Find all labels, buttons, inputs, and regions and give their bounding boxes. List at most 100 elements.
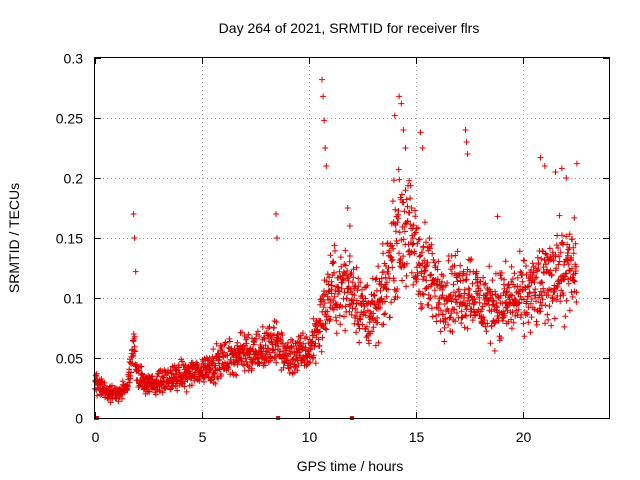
data-point bbox=[415, 224, 421, 231]
data-point bbox=[334, 304, 341, 311]
data-point bbox=[395, 208, 402, 214]
data-point bbox=[184, 376, 191, 383]
data-point bbox=[461, 324, 468, 331]
data-point bbox=[413, 225, 420, 232]
data-point bbox=[288, 336, 295, 343]
data-point bbox=[404, 203, 411, 210]
data-point bbox=[476, 299, 483, 306]
data-point bbox=[566, 267, 573, 274]
data-point bbox=[373, 275, 380, 282]
data-point bbox=[124, 383, 131, 390]
data-point bbox=[262, 362, 269, 369]
data-point bbox=[431, 287, 438, 294]
data-point bbox=[544, 311, 551, 318]
data-point bbox=[565, 261, 572, 268]
data-point bbox=[441, 324, 448, 331]
data-point bbox=[539, 279, 546, 286]
data-point bbox=[306, 353, 313, 360]
data-point bbox=[312, 360, 319, 367]
data-point bbox=[342, 247, 349, 254]
data-point bbox=[479, 306, 485, 313]
data-point bbox=[472, 311, 479, 318]
data-point bbox=[159, 389, 166, 396]
data-point bbox=[419, 290, 426, 297]
data-point bbox=[146, 388, 153, 395]
data-point bbox=[553, 242, 560, 249]
data-point bbox=[381, 298, 388, 305]
data-point bbox=[342, 327, 349, 334]
data-point bbox=[564, 241, 571, 248]
data-point bbox=[455, 286, 462, 293]
data-point bbox=[396, 229, 403, 236]
data-point bbox=[488, 323, 495, 330]
data-point bbox=[432, 263, 439, 269]
data-point bbox=[414, 272, 421, 279]
data-point bbox=[156, 387, 163, 394]
data-point bbox=[222, 339, 229, 346]
data-point bbox=[423, 277, 430, 284]
data-point bbox=[424, 259, 431, 266]
data-point bbox=[517, 268, 524, 275]
data-point bbox=[448, 310, 455, 317]
data-point bbox=[408, 205, 415, 211]
data-point bbox=[542, 250, 549, 257]
data-point bbox=[452, 252, 459, 259]
data-point bbox=[395, 215, 402, 222]
data-point bbox=[545, 292, 552, 299]
data-point bbox=[427, 272, 434, 279]
data-point bbox=[218, 343, 225, 350]
data-point bbox=[355, 275, 362, 282]
data-point bbox=[419, 304, 426, 311]
data-point bbox=[324, 271, 331, 278]
data-point bbox=[327, 316, 334, 323]
data-point bbox=[520, 296, 527, 303]
data-point bbox=[265, 345, 272, 352]
data-point bbox=[375, 339, 382, 346]
data-point-peak bbox=[132, 268, 139, 275]
data-point bbox=[375, 263, 382, 270]
data-point bbox=[508, 325, 515, 332]
data-point-peak bbox=[552, 169, 559, 175]
data-point bbox=[347, 271, 354, 278]
data-point bbox=[356, 325, 363, 332]
data-point bbox=[408, 269, 415, 276]
data-point bbox=[509, 292, 516, 299]
data-point bbox=[481, 281, 488, 288]
data-point bbox=[480, 274, 487, 281]
data-point bbox=[431, 259, 438, 266]
data-point bbox=[408, 249, 415, 256]
data-point bbox=[225, 344, 232, 351]
data-point bbox=[403, 283, 409, 290]
data-point bbox=[503, 289, 510, 296]
data-point bbox=[362, 312, 369, 319]
data-point bbox=[243, 340, 250, 347]
data-point bbox=[527, 329, 534, 336]
data-point bbox=[316, 328, 323, 335]
data-point bbox=[302, 344, 309, 351]
data-point bbox=[353, 264, 360, 271]
data-point bbox=[331, 293, 338, 300]
data-point bbox=[183, 388, 190, 395]
data-point bbox=[433, 318, 440, 325]
data-point bbox=[380, 285, 387, 291]
data-point bbox=[453, 310, 460, 316]
data-point bbox=[561, 323, 568, 330]
data-point-peak bbox=[398, 100, 405, 107]
data-point bbox=[350, 300, 356, 307]
data-point bbox=[444, 280, 451, 286]
data-point bbox=[473, 268, 480, 275]
data-point bbox=[529, 260, 536, 267]
data-point bbox=[509, 276, 516, 282]
data-point bbox=[380, 250, 387, 257]
data-point bbox=[508, 316, 515, 323]
data-point bbox=[386, 247, 393, 254]
data-point bbox=[243, 345, 250, 352]
data-point bbox=[179, 358, 186, 365]
data-point bbox=[324, 308, 331, 315]
data-point bbox=[446, 314, 453, 321]
data-point bbox=[407, 182, 414, 189]
data-point bbox=[410, 222, 417, 229]
data-point bbox=[556, 253, 563, 260]
data-point bbox=[446, 294, 453, 301]
data-point bbox=[474, 279, 481, 286]
